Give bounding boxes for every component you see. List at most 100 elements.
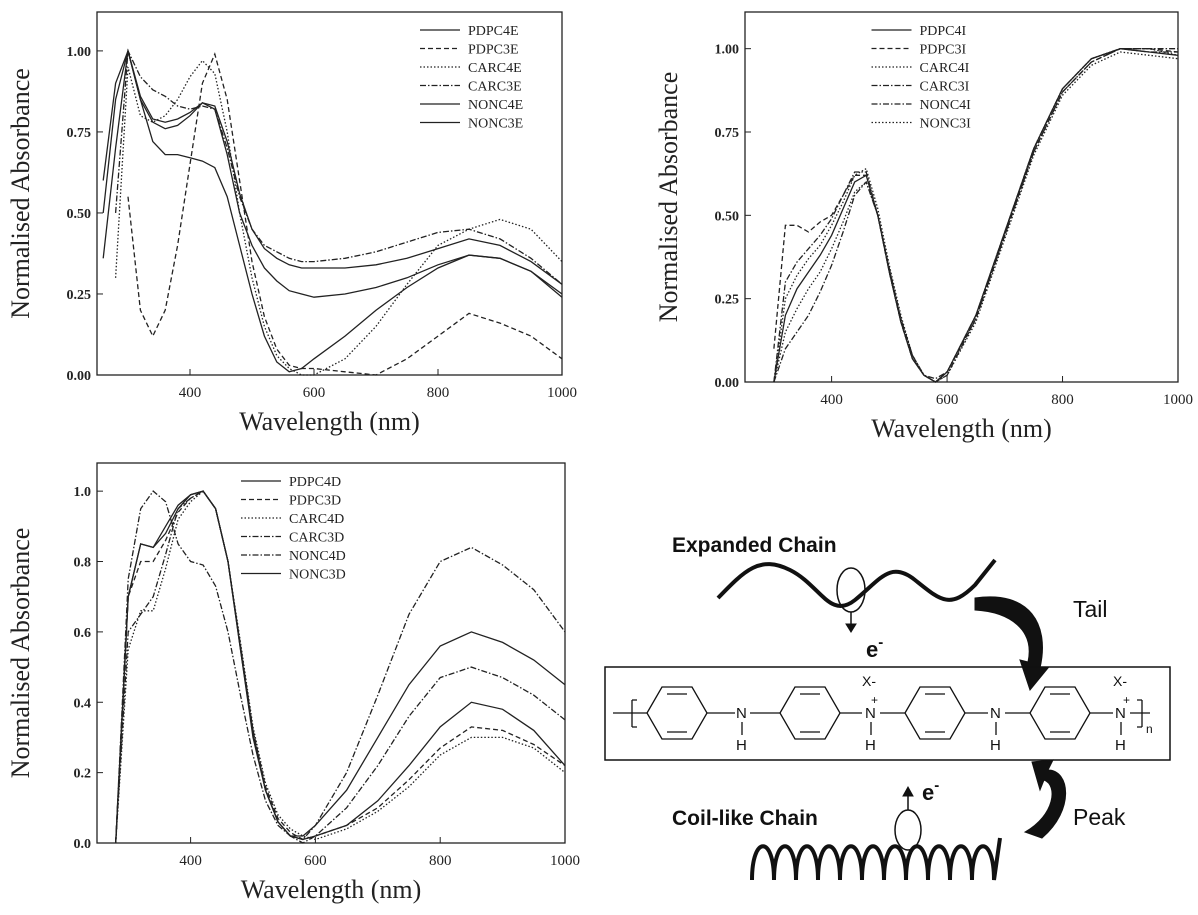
chart-panel: 400 600 800 1000 0.00 0.25 0.50 0.75 1.00 Wavelen… [654, 11, 1193, 443]
charge: + [1123, 693, 1130, 707]
legend-label: NONC4I [920, 98, 972, 113]
y-tick-label: 0.25 [67, 288, 92, 303]
legend-label: PDPC4I [920, 24, 967, 39]
atom: H [736, 737, 747, 754]
x-tick-label: 400 [820, 392, 843, 408]
ring [904, 686, 966, 740]
series-line [773, 48, 1178, 383]
peak-arrow [1023, 759, 1066, 839]
y-tick-label: 0.75 [715, 126, 740, 141]
counterion: X- [1113, 673, 1127, 689]
plot-frame [744, 11, 1179, 383]
y-tick-label: 0.00 [715, 376, 740, 391]
x-axis-label: Wavelength (nm) [239, 407, 420, 436]
series-line [115, 490, 566, 844]
y-tick-label: 1.0 [74, 485, 92, 500]
series-line [102, 50, 563, 373]
x-tick-label: 400 [179, 385, 202, 401]
y-axis-label: Normalised Absorbance [654, 72, 683, 323]
x-tick-label: 600 [304, 853, 327, 869]
series-line [773, 48, 1179, 383]
electron-loop [836, 567, 866, 613]
y-tick-label: 0.50 [715, 209, 740, 224]
charts: 400 600 800 1000 0.00 0.25 0.50 0.75 1.00 Wavelen… [6, 11, 1193, 904]
y-axis-label: Normalised Absorbance [6, 528, 35, 779]
legend-label: PDPC3I [920, 43, 967, 58]
atom: N [736, 705, 747, 722]
series-line [115, 490, 566, 844]
expanded-chain [716, 558, 997, 608]
legend-label: NONC4D [289, 549, 346, 564]
legend-label: CARC3E [468, 80, 522, 95]
y-tick-label: 0.00 [67, 369, 92, 384]
y-axis-label: Normalised Absorbance [6, 68, 35, 319]
chart-panel: 400 600 800 1000 0.0 0.2 0.4 0.6 0.8 1.0 Wavelengt… [6, 462, 580, 904]
coil-label: Coil-like Chain [672, 807, 818, 830]
expanded-label: Expanded Chain [672, 534, 837, 557]
electron-loop [894, 809, 922, 851]
nh-bond [741, 722, 1122, 735]
atom: H [990, 737, 1001, 754]
legend-label: CARC3I [920, 80, 970, 95]
x-tick-label: 1000 [1163, 392, 1193, 408]
series-line [114, 59, 563, 376]
atom-labels: N H N H + X- N H N H + X- n [736, 673, 1153, 754]
tail-label: Tail [1073, 596, 1108, 622]
arrowhead [845, 623, 857, 633]
repeat-index: n [1146, 722, 1153, 736]
series-line [773, 48, 1179, 383]
legend-label: CARC4D [289, 512, 344, 527]
x-tick-label: 800 [429, 853, 452, 869]
polymer-structure [613, 686, 1150, 740]
x-axis-label: Wavelength (nm) [871, 414, 1052, 443]
atom: N [1115, 705, 1126, 722]
series-line [115, 490, 566, 844]
y-tick-label: 0.0 [74, 837, 92, 852]
series-line [115, 490, 566, 844]
counterion: X- [862, 673, 876, 689]
y-tick-label: 0.75 [67, 126, 92, 141]
legend-label: NONC4E [468, 98, 523, 113]
y-tick-label: 0.50 [67, 207, 92, 222]
y-tick-label: 0.8 [74, 556, 92, 571]
series-line [114, 48, 563, 285]
x-tick-label: 600 [936, 392, 959, 408]
legend-label: PDPC4E [468, 24, 519, 39]
coil-chain [750, 837, 1002, 881]
x-tick-label: 800 [1051, 392, 1074, 408]
peak-label: Peak [1073, 804, 1126, 830]
plot-frame [96, 462, 566, 844]
ring [1029, 686, 1091, 740]
polymer-box [604, 666, 1171, 761]
x-tick-label: 800 [427, 385, 450, 401]
atom: H [865, 737, 876, 754]
legend-label: PDPC3E [468, 43, 519, 58]
tail-arrow [974, 596, 1050, 692]
series-line [773, 48, 1178, 383]
y-tick-label: 0.25 [715, 293, 740, 308]
arrowhead [902, 785, 914, 797]
series-line [102, 50, 563, 298]
electron-label: e- [866, 634, 883, 662]
legend-label: CARC4I [920, 61, 970, 76]
legend-label: PDPC3D [289, 494, 341, 509]
x-tick-label: 600 [303, 385, 326, 401]
electron-label: e- [922, 777, 939, 805]
plot-frame [96, 11, 563, 376]
bracket [1090, 699, 1150, 728]
series-line [127, 52, 563, 376]
y-tick-label: 1.00 [67, 45, 92, 60]
atom: N [990, 705, 1001, 722]
x-axis-label: Wavelength (nm) [241, 875, 422, 904]
legend-label: CARC3D [289, 531, 344, 546]
bracket [613, 699, 647, 728]
x-tick-label: 1000 [550, 853, 580, 869]
y-tick-label: 1.00 [715, 43, 740, 58]
series-line [102, 48, 563, 285]
x-tick-label: 400 [179, 853, 202, 869]
ring [646, 686, 708, 740]
legend-label: NONC3I [920, 117, 972, 132]
y-tick-label: 0.2 [74, 767, 92, 782]
legend-label: CARC4E [468, 61, 522, 76]
